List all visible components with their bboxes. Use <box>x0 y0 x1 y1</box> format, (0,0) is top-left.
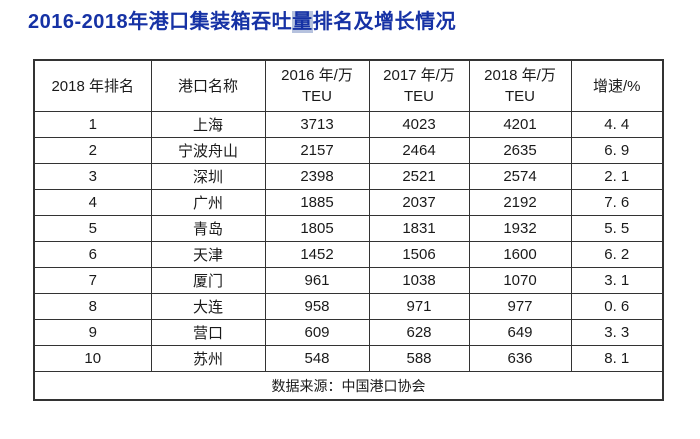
footer-row: 数据来源：中国港口协会 <box>33 371 664 401</box>
cell-2016: 609 <box>264 319 370 346</box>
cell-port: 厦门 <box>150 267 266 294</box>
cell-2018: 2192 <box>468 189 572 216</box>
cell-growth: 3. 1 <box>570 267 664 294</box>
port-throughput-table: 2018 年排名 港口名称 2016 年/万 TEU 2017 年/万 TEU 20… <box>33 59 664 401</box>
table-row: 10 苏州 548 588 636 8. 1 <box>33 345 664 372</box>
cell-2016: 3713 <box>264 111 370 138</box>
page-title: 2016-2018年港口集装箱吞吐量排名及增长情况 <box>28 5 456 34</box>
cell-rank: 7 <box>33 267 152 294</box>
cell-2018: 649 <box>468 319 572 346</box>
col-header-2017: 2017 年/万 TEU <box>368 59 470 112</box>
cell-2018: 2574 <box>468 163 572 190</box>
col-header-2016: 2016 年/万 TEU <box>264 59 370 112</box>
table-row: 7 厦门 961 1038 1070 3. 1 <box>33 267 664 294</box>
table-row: 8 大连 958 971 977 0. 6 <box>33 293 664 320</box>
cell-2017: 2464 <box>368 137 470 164</box>
cell-growth: 4. 4 <box>570 111 664 138</box>
table-row: 3 深圳 2398 2521 2574 2. 1 <box>33 163 664 190</box>
table-row: 2 宁波舟山 2157 2464 2635 6. 9 <box>33 137 664 164</box>
cell-2018: 2635 <box>468 137 572 164</box>
cell-growth: 3. 3 <box>570 319 664 346</box>
title-text-post: 排名及增长情况 <box>312 11 457 33</box>
cell-growth: 7. 6 <box>570 189 664 216</box>
cell-growth: 2. 1 <box>570 163 664 190</box>
table-row: 1 上海 3713 4023 4201 4. 4 <box>33 111 664 138</box>
cell-port: 深圳 <box>150 163 266 190</box>
cell-2016: 958 <box>264 293 370 320</box>
header-row: 2018 年排名 港口名称 2016 年/万 TEU 2017 年/万 TEU 20… <box>33 59 664 112</box>
cell-2017: 2037 <box>368 189 470 216</box>
cell-2017: 971 <box>368 293 470 320</box>
col-header-port: 港口名称 <box>150 59 266 112</box>
cell-growth: 6. 2 <box>570 241 664 268</box>
cell-port: 天津 <box>150 241 266 268</box>
cell-2016: 961 <box>264 267 370 294</box>
cell-2017: 1038 <box>368 267 470 294</box>
cell-2018: 977 <box>468 293 572 320</box>
cell-2016: 1885 <box>264 189 370 216</box>
cell-port: 广州 <box>150 189 266 216</box>
cell-growth: 8. 1 <box>570 345 664 372</box>
cell-2017: 2521 <box>368 163 470 190</box>
col-header-growth: 增速/% <box>570 59 664 112</box>
cell-rank: 10 <box>33 345 152 372</box>
cell-2018: 1932 <box>468 215 572 242</box>
cell-2016: 548 <box>264 345 370 372</box>
cell-rank: 3 <box>33 163 152 190</box>
cell-2016: 2157 <box>264 137 370 164</box>
cell-2016: 1452 <box>264 241 370 268</box>
cell-2018: 1070 <box>468 267 572 294</box>
cell-port: 宁波舟山 <box>150 137 266 164</box>
cell-2018: 1600 <box>468 241 572 268</box>
cell-growth: 6. 9 <box>570 137 664 164</box>
table-row: 9 营口 609 628 649 3. 3 <box>33 319 664 346</box>
cell-port: 营口 <box>150 319 266 346</box>
cell-rank: 1 <box>33 111 152 138</box>
cell-rank: 8 <box>33 293 152 320</box>
cell-2017: 1831 <box>368 215 470 242</box>
cell-2017: 588 <box>368 345 470 372</box>
cell-2017: 4023 <box>368 111 470 138</box>
cell-port: 大连 <box>150 293 266 320</box>
cell-rank: 5 <box>33 215 152 242</box>
cell-2017: 1506 <box>368 241 470 268</box>
col-header-2018: 2018 年/万 TEU <box>468 59 572 112</box>
cell-growth: 5. 5 <box>570 215 664 242</box>
cell-port: 青岛 <box>150 215 266 242</box>
cell-rank: 4 <box>33 189 152 216</box>
cell-2016: 1805 <box>264 215 370 242</box>
title-highlight: 量 <box>292 11 313 33</box>
cell-rank: 2 <box>33 137 152 164</box>
cell-rank: 9 <box>33 319 152 346</box>
cell-port: 上海 <box>150 111 266 138</box>
table-row: 6 天津 1452 1506 1600 6. 2 <box>33 241 664 268</box>
cell-growth: 0. 6 <box>570 293 664 320</box>
cell-2016: 2398 <box>264 163 370 190</box>
cell-2018: 4201 <box>468 111 572 138</box>
title-text-pre: 2016-2018年港口集装箱吞吐 <box>28 11 293 33</box>
cell-2018: 636 <box>468 345 572 372</box>
cell-rank: 6 <box>33 241 152 268</box>
table-row: 5 青岛 1805 1831 1932 5. 5 <box>33 215 664 242</box>
cell-port: 苏州 <box>150 345 266 372</box>
data-source-note: 数据来源：中国港口协会 <box>33 371 664 401</box>
table-row: 4 广州 1885 2037 2192 7. 6 <box>33 189 664 216</box>
col-header-rank: 2018 年排名 <box>33 59 152 112</box>
cell-2017: 628 <box>368 319 470 346</box>
